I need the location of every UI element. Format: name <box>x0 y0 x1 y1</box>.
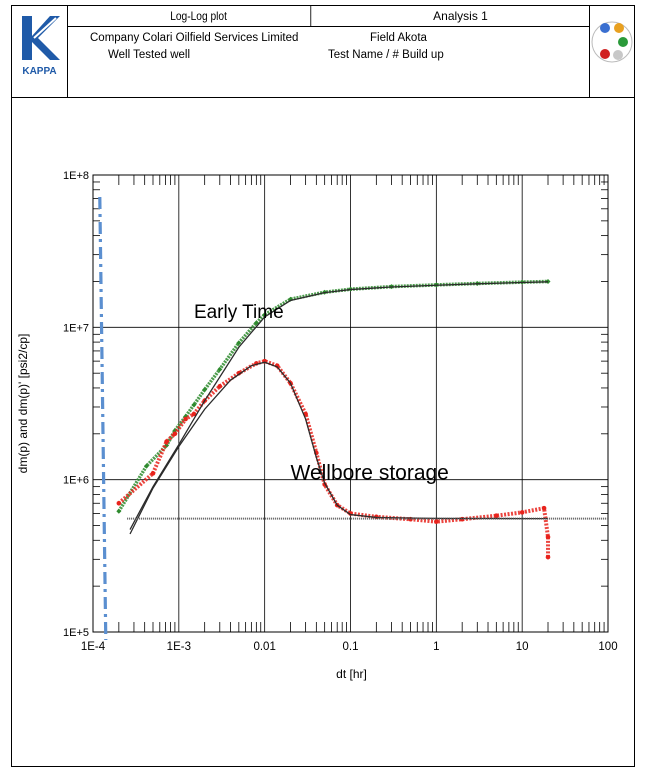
company-label: Company <box>90 32 140 44</box>
log-log-plot: 1E-4 1E-3 0.01 0.1 1 10 100 1E+5 1E+6 1E+7 1E+8 dt … <box>16 170 618 681</box>
x-tick-label: 1E-4 <box>81 641 106 653</box>
company-value: Colari Oilfield Services Limited <box>142 32 299 44</box>
vertical-marker-line <box>98 196 108 641</box>
pressure-model-line <box>129 281 549 530</box>
derivative-points-trace <box>117 359 551 558</box>
well-label: Well <box>108 49 131 61</box>
x-tick-label: 10 <box>516 641 529 653</box>
well-line: Well Tested well <box>108 49 190 61</box>
test-line: Test Name / # Build up <box>328 49 444 61</box>
field-label: Field <box>370 32 395 44</box>
report-frame: KAPPA Log-Log plot Analysis 1 Company Co… <box>11 5 635 767</box>
y-tick-label: 1E+5 <box>63 627 89 639</box>
annotation-label: Early Time <box>194 302 284 323</box>
report-header: KAPPA Log-Log plot Analysis 1 Company Co… <box>12 6 634 98</box>
test-label: Test Name / # <box>328 49 399 61</box>
plot-title: Log-Log plot <box>87 6 312 26</box>
company-line: Company Colari Oilfield Services Limited <box>90 32 298 44</box>
x-tick-label: 0.01 <box>253 641 275 653</box>
x-tick-label: 1E-3 <box>167 641 191 653</box>
title-row: Log-Log plot Analysis 1 <box>67 6 590 27</box>
color-balls-icon <box>591 21 633 63</box>
x-tick-label: 1 <box>433 641 439 653</box>
y-tick-label: 1E+6 <box>63 475 89 487</box>
y-tick-label: 1E+7 <box>63 322 89 334</box>
test-value: Build up <box>402 49 444 61</box>
x-tick-label: 100 <box>598 641 617 653</box>
well-value: Tested well <box>133 49 191 61</box>
x-tick-label: 0.1 <box>343 641 359 653</box>
kappa-k-icon <box>22 16 60 60</box>
field-value: Akota <box>397 32 427 44</box>
y-tick-label: 1E+8 <box>63 170 89 182</box>
x-axis-label: dt [hr] <box>336 667 367 681</box>
analysis-title: Analysis 1 <box>433 9 488 23</box>
annotation-label: Wellbore storage <box>291 462 449 485</box>
kappa-logo: KAPPA <box>12 6 68 97</box>
logo-text: KAPPA <box>22 66 57 77</box>
color-balls-logo <box>589 6 634 97</box>
field-line: Field Akota <box>370 32 427 44</box>
y-axis-label: dm(p) and dm(p)' [psi2/cp] <box>16 334 30 474</box>
